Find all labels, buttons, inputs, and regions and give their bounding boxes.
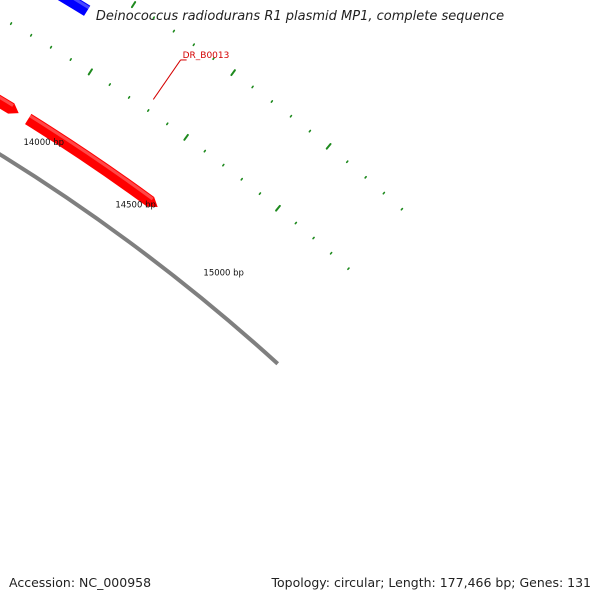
minor-tick xyxy=(347,267,350,271)
gene-arrow[interactable] xyxy=(25,113,158,208)
major-tick xyxy=(87,68,93,76)
minor-tick xyxy=(329,251,333,255)
major-tick xyxy=(130,1,137,9)
position-label: 14500 bp xyxy=(115,201,156,211)
gene-arrow[interactable] xyxy=(0,0,91,16)
minor-tick xyxy=(147,109,150,112)
backbone-layer xyxy=(0,152,280,366)
minor-tick xyxy=(29,33,33,37)
minor-tick xyxy=(270,100,274,103)
minor-tick xyxy=(289,114,293,118)
minor-tick xyxy=(258,192,262,196)
accession-label: Accession: NC_000958 xyxy=(9,575,152,590)
minor-tick xyxy=(294,221,298,225)
minor-tick xyxy=(127,95,131,99)
gene-DR_B0013[interactable] xyxy=(25,113,158,208)
minor-tick xyxy=(312,236,315,240)
minor-tick xyxy=(251,85,254,89)
sequence-summary: Topology: circular; Length: 177,466 bp; … xyxy=(271,575,592,590)
major-tick xyxy=(230,69,236,77)
gene-DR_B0012[interactable] xyxy=(0,0,91,16)
major-tick xyxy=(183,133,189,141)
minor-tick xyxy=(240,177,244,181)
minor-tick xyxy=(108,83,112,87)
gene-highlight xyxy=(29,114,154,201)
map-title: Deinococcus radiodurans R1 plasmid MP1, … xyxy=(95,9,505,24)
minor-tick xyxy=(203,149,207,153)
minor-tick xyxy=(166,122,169,126)
major-tick xyxy=(275,204,281,212)
minor-tick xyxy=(49,45,53,49)
minor-tick xyxy=(212,57,215,61)
position-label: 14000 bp xyxy=(23,138,64,148)
minor-tick xyxy=(192,43,196,47)
gene-highlight xyxy=(0,96,14,107)
minor-tick xyxy=(172,29,176,33)
gene-reverse-upstream[interactable] xyxy=(0,0,19,114)
position-label: 15000 bp xyxy=(203,268,244,278)
major-tick xyxy=(325,143,332,150)
minor-tick xyxy=(400,207,404,211)
minor-tick xyxy=(364,175,367,179)
minor-tick xyxy=(69,58,72,61)
gene-label[interactable]: DR_B0013 xyxy=(183,51,230,61)
minor-tick xyxy=(9,22,13,26)
gene-label-leader xyxy=(152,59,182,100)
tick-marks xyxy=(9,1,404,271)
backbone-arc xyxy=(0,152,280,366)
minor-tick xyxy=(345,160,349,164)
minor-tick xyxy=(222,163,225,167)
gene-highlight xyxy=(73,0,90,10)
gene-arrow[interactable] xyxy=(0,0,19,114)
minor-tick xyxy=(308,129,312,133)
minor-tick xyxy=(152,16,156,20)
minor-tick xyxy=(382,191,386,195)
genes-layer xyxy=(0,0,158,208)
